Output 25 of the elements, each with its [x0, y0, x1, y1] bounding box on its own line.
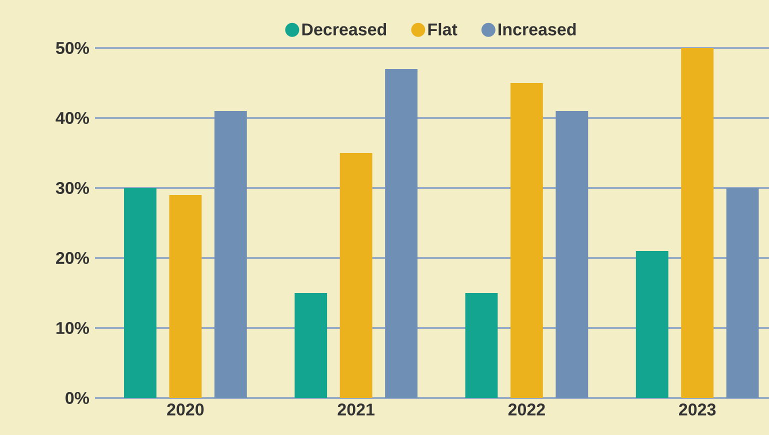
- y-tick-label: 30%: [56, 182, 90, 194]
- y-tick-label: 50%: [56, 42, 90, 54]
- bar: [340, 152, 372, 398]
- bar: [636, 250, 668, 398]
- x-tick-label: 2023: [679, 404, 716, 416]
- bar: [556, 110, 588, 398]
- x-tick-label: 2021: [338, 404, 375, 416]
- bar: [385, 68, 418, 398]
- y-tick-label: 20%: [56, 252, 90, 264]
- bar: [465, 292, 498, 398]
- legend-label: Increased: [498, 22, 576, 36]
- bar: [681, 48, 714, 398]
- x-tick-label: 2020: [167, 404, 204, 416]
- bar: [726, 188, 759, 398]
- legend-label: Decreased: [302, 22, 386, 36]
- y-tick-label: 0%: [66, 392, 90, 404]
- bar: [214, 110, 247, 398]
- y-tick-label: 10%: [56, 322, 90, 334]
- x-tick-label: 2022: [508, 404, 545, 416]
- legend-label: Flat: [428, 22, 458, 36]
- y-tick-label: 40%: [56, 112, 90, 124]
- bar: [510, 82, 543, 398]
- bar: [169, 194, 202, 398]
- bar: [124, 188, 156, 398]
- bar: [294, 292, 328, 398]
